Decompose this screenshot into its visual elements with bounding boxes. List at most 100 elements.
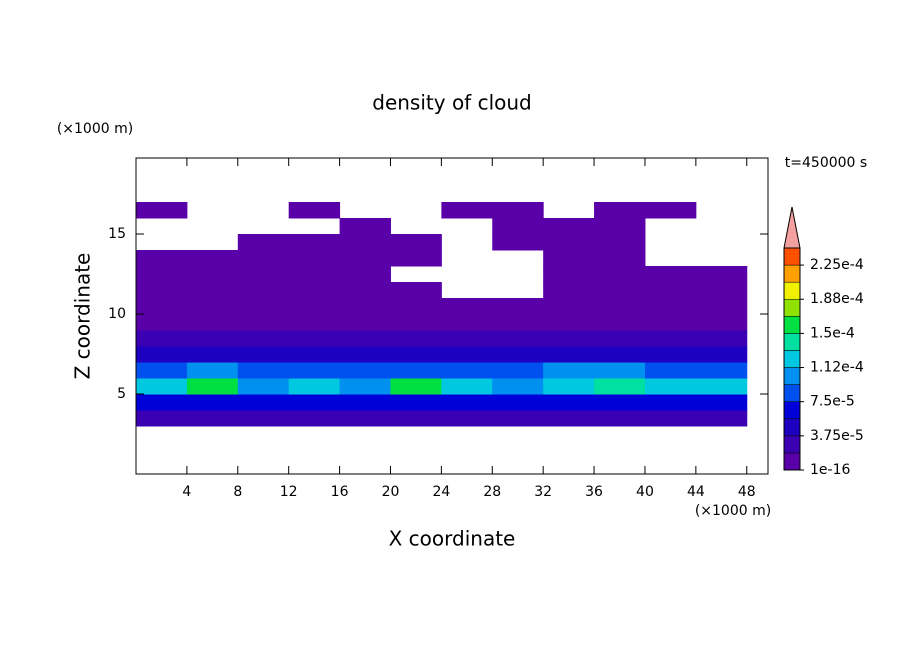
- contour-cell: [186, 330, 239, 347]
- contour-cell: [594, 298, 646, 315]
- contour-cell: [695, 346, 748, 363]
- contour-cell: [136, 202, 188, 219]
- colorbar-segment: [783, 384, 801, 402]
- colorbar-segment: [783, 333, 801, 351]
- contour-cell: [492, 362, 544, 379]
- contour-cell: [644, 330, 697, 347]
- contour-cell: [237, 314, 290, 331]
- contour-cell: [543, 282, 595, 299]
- contour-cell: [237, 234, 290, 251]
- contour-cell: [186, 346, 239, 363]
- contour-cell: [594, 282, 646, 299]
- contour-cell: [543, 314, 595, 331]
- contour-cell: [186, 410, 239, 427]
- x-unit: (×1000 m): [695, 503, 771, 519]
- contour-cell: [644, 410, 697, 427]
- colorbar-tick-label: 1.12e-4: [810, 360, 864, 376]
- contour-cell: [339, 298, 391, 315]
- contour-cell: [441, 346, 493, 363]
- contour-cell: [543, 378, 595, 395]
- contour-cell: [390, 250, 442, 267]
- contour-cell: [594, 314, 646, 331]
- y-tick-label: 15: [108, 226, 126, 242]
- contour-cell: [543, 346, 595, 363]
- contour-cell: [339, 378, 391, 395]
- contour-cell: [492, 378, 544, 395]
- contour-cell: [441, 362, 493, 379]
- contour-cell: [695, 378, 748, 395]
- contour-cell: [695, 266, 748, 283]
- colorbar-tick-label: 2.25e-4: [810, 257, 864, 273]
- contour-cell: [136, 298, 188, 315]
- contour-cell: [339, 362, 391, 379]
- contour-cell: [288, 234, 341, 251]
- colorbar-segment: [783, 247, 801, 266]
- colorbar-tick-label: 7.5e-5: [810, 394, 855, 410]
- contour-cell: [695, 298, 748, 315]
- colorbar-segment: [783, 367, 801, 385]
- plot-frame: [135, 157, 769, 475]
- colorbar-segment: [783, 418, 801, 437]
- contour-cell: [237, 394, 290, 411]
- contour-cell: [441, 410, 493, 427]
- contour-cell: [441, 202, 493, 219]
- contour-cell: [288, 266, 341, 283]
- contour-cell: [543, 250, 595, 267]
- contour-cell: [492, 410, 544, 427]
- annotation: t=450000 s: [785, 155, 867, 171]
- contour-cell: [594, 266, 646, 283]
- colorbar-segment: [783, 435, 801, 454]
- contour-cell: [644, 314, 697, 331]
- contour-cell: [237, 330, 290, 347]
- contour-cell: [136, 394, 188, 411]
- contour-cell: [390, 378, 442, 395]
- contour-cell: [136, 346, 188, 363]
- contour-cell: [492, 394, 544, 411]
- contour-cell: [288, 394, 341, 411]
- contour-cell: [543, 410, 595, 427]
- colorbar-segment: [783, 281, 801, 300]
- contour-cell: [644, 266, 697, 283]
- contour-cell: [695, 330, 748, 347]
- contour-cell: [594, 202, 646, 219]
- x-tick-label: 44: [687, 484, 705, 500]
- contour-cell: [492, 202, 544, 219]
- contour-cell: [594, 330, 646, 347]
- contour-cell: [441, 378, 493, 395]
- contour-cell: [186, 314, 239, 331]
- contour-cell: [186, 250, 239, 267]
- contour-cell: [594, 410, 646, 427]
- contour-cell: [695, 282, 748, 299]
- contour-cell: [644, 346, 697, 363]
- contour-cell: [186, 378, 239, 395]
- contour-cell: [288, 410, 341, 427]
- contour-cell: [644, 394, 697, 411]
- contour-cell: [390, 410, 442, 427]
- x-tick-label: 36: [585, 484, 603, 500]
- field: [136, 202, 748, 427]
- contour-cell: [339, 410, 391, 427]
- contour-cell: [288, 378, 341, 395]
- contour-cell: [644, 202, 697, 219]
- x-axis-label: X coordinate: [389, 527, 516, 551]
- contour-cell: [441, 394, 493, 411]
- contour-cell: [644, 282, 697, 299]
- contour-cell: [339, 282, 391, 299]
- contour-cell: [339, 266, 391, 283]
- colorbar-segment: [783, 452, 801, 471]
- x-tick-label: 28: [483, 484, 501, 500]
- contour-cell: [186, 298, 239, 315]
- contour-cell: [441, 298, 493, 315]
- colorbar-frame: [783, 247, 801, 471]
- contour-cell: [136, 378, 188, 395]
- contour-cell: [594, 362, 646, 379]
- contour-cell: [695, 410, 748, 427]
- contour-cell: [390, 234, 442, 251]
- contour-cell: [288, 362, 341, 379]
- contour-cell: [237, 378, 290, 395]
- contour-cell: [339, 234, 391, 251]
- x-tick-label: 8: [233, 484, 242, 500]
- contour-cell: [594, 346, 646, 363]
- x-tick-label: 48: [738, 484, 756, 500]
